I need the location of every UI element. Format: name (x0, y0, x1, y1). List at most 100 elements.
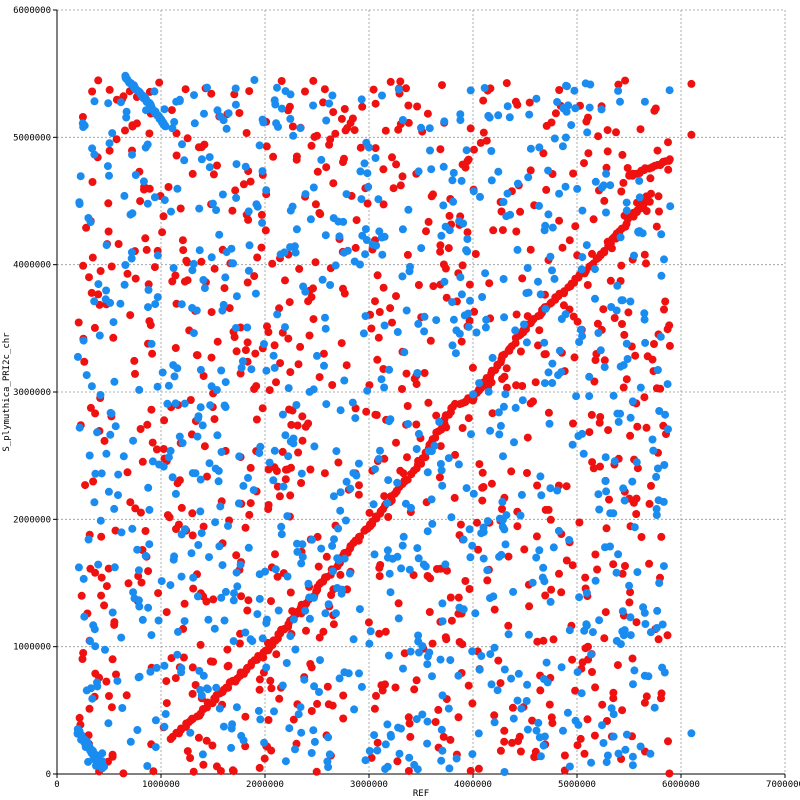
forward-scatter-point (619, 383, 628, 392)
forward-scatter-point (144, 567, 153, 576)
forward-scatter-point (243, 338, 252, 347)
reverse-scatter-point (195, 204, 204, 213)
forward-scatter-point (412, 676, 421, 685)
forward-scatter-point (600, 356, 609, 365)
forward-scatter-point (482, 136, 491, 145)
forward-scatter-point (180, 599, 189, 608)
reverse-scatter-point (371, 465, 379, 474)
reverse-scatter-point (510, 438, 518, 447)
forward-scatter-point (661, 297, 670, 306)
forward-scatter-point (199, 760, 208, 769)
reverse-scatter-point (351, 414, 360, 423)
reverse-scatter-point (365, 639, 374, 648)
reverse-scatter-point (333, 584, 342, 592)
forward-scatter-point (386, 77, 395, 86)
forward-scatter-point (525, 602, 534, 611)
forward-scatter-point (379, 200, 388, 209)
reverse-scatter-point (609, 391, 618, 400)
forward-scatter-point (621, 76, 630, 85)
forward-scatter-point (315, 633, 324, 642)
reverse-scatter-point (438, 481, 447, 490)
reverse-scatter-point (145, 540, 154, 549)
forward-scatter-point (284, 106, 293, 115)
reverse-scatter-point (292, 225, 301, 234)
forward-scatter-point (582, 117, 591, 126)
forward-scatter-point (311, 200, 320, 209)
forward-scatter-point (200, 442, 209, 451)
reverse-scatter-point (305, 593, 314, 602)
reverse-scatter-point (629, 680, 637, 689)
reverse-scatter-point (394, 723, 403, 732)
forward-scatter-point (640, 393, 649, 402)
forward-scatter-point (431, 718, 440, 726)
reverse-scatter-point (235, 452, 244, 461)
reverse-scatter-point (394, 85, 403, 94)
reverse-scatter-point (630, 523, 639, 532)
reverse-scatter-point (480, 84, 489, 92)
reverse-scatter-point (402, 306, 411, 315)
forward-scatter-point (657, 532, 666, 541)
forward-scatter-point (235, 639, 244, 648)
reverse-scatter-point (151, 716, 160, 725)
reverse-scatter-point (548, 359, 557, 368)
reverse-scatter-point (283, 572, 292, 581)
reverse-scatter-point (507, 674, 516, 683)
forward-scatter-point (507, 467, 516, 476)
reverse-scatter-point (540, 379, 549, 388)
reverse-scatter-point (553, 486, 562, 495)
forward-scatter-point (392, 160, 401, 169)
reverse-scatter-point (144, 483, 153, 492)
reverse-scatter-point (598, 721, 606, 730)
forward-scatter-point (340, 105, 349, 113)
reverse-scatter-point (79, 336, 88, 345)
forward-scatter-point (613, 661, 622, 670)
reverse-scatter-point (305, 614, 314, 623)
forward-scatter-point (426, 336, 435, 345)
forward-scatter-point (447, 616, 456, 625)
reverse-scatter-point (603, 751, 612, 760)
forward-scatter-point (525, 98, 534, 107)
forward-scatter-point (490, 605, 499, 614)
forward-scatter-point (435, 473, 444, 482)
forward-scatter-point (253, 253, 262, 262)
forward-scatter-point (342, 361, 351, 370)
forward-scatter-point (354, 490, 363, 499)
reverse-scatter-point (224, 521, 232, 530)
reverse-scatter-point (193, 432, 202, 441)
forward-scatter-point (88, 178, 97, 186)
reverse-scatter-point (285, 724, 294, 733)
forward-scatter-point (498, 226, 507, 235)
forward-scatter-point (309, 315, 318, 324)
reverse-scatter-point (655, 407, 664, 415)
reverse-scatter-point (563, 82, 571, 91)
forward-scatter-point (241, 523, 250, 532)
reverse-scatter-point (173, 650, 182, 659)
forward-scatter-point (466, 766, 475, 775)
reverse-scatter-point (139, 177, 148, 186)
reverse-scatter-point (239, 481, 248, 490)
reverse-scatter-point (270, 363, 279, 372)
forward-scatter-point (642, 423, 651, 432)
reverse-scatter-point (626, 613, 635, 622)
reverse-scatter-point (610, 457, 619, 466)
forward-scatter-point (265, 386, 274, 395)
reverse-scatter-point (195, 666, 204, 675)
reverse-scatter-point (211, 518, 220, 527)
forward-scatter-point (436, 241, 445, 250)
reverse-outlier-point (687, 729, 696, 738)
reverse-scatter-point (236, 560, 245, 569)
forward-scatter-point (464, 414, 473, 423)
reverse-scatter-point (224, 109, 233, 118)
forward-scatter-point (269, 152, 278, 161)
reverse-scatter-point (380, 321, 389, 330)
reverse-scatter-point (212, 683, 221, 692)
forward-scatter-point (585, 428, 594, 437)
forward-scatter-point (337, 114, 346, 123)
reverse-scatter-point (178, 140, 186, 149)
forward-scatter-point (107, 703, 116, 712)
reverse-scatter-point (168, 124, 177, 133)
forward-scatter-point (508, 703, 517, 712)
forward-scatter-point (100, 436, 109, 445)
reverse-scatter-point (548, 379, 557, 387)
